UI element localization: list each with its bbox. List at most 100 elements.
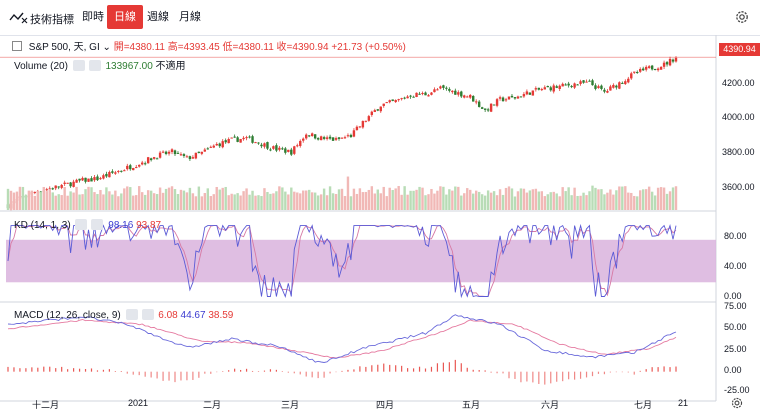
volume-bar [138,186,141,210]
volume-bar [534,188,538,210]
macd-histogram-bar [43,366,45,372]
macd-histogram-bar [144,371,146,377]
candle [203,149,207,152]
volume-bar [111,194,114,210]
volume-bar [522,188,526,210]
candle [158,152,162,158]
volume-bar [627,192,630,210]
volume-bar [164,188,168,210]
timeframe-weekly[interactable]: 週線 [147,11,169,23]
volume-bar [66,195,69,210]
candle [242,137,245,140]
volume-bar [81,194,84,210]
visibility-icon[interactable] [125,309,138,320]
candle [489,103,493,112]
volume-bar [272,193,275,210]
timeframe-realtime[interactable]: 即時 [82,11,104,23]
volume-bar [60,195,63,210]
volume-bar [427,194,430,210]
volume-bar [352,188,356,210]
candle [322,137,326,139]
macd-histogram-bar [651,367,653,372]
kd-d-value: 93.87 [136,220,162,232]
volume-bar [579,195,582,210]
candle [588,80,591,82]
candle [179,154,183,156]
candle [319,136,323,141]
timeframe-monthly[interactable]: 月線 [179,11,201,23]
visibility-icon[interactable] [75,219,88,230]
indicators-button[interactable]: 技術指標 [30,14,74,26]
candle [206,148,210,150]
candle [173,150,177,155]
candle [84,177,87,182]
volume-bar [340,188,344,210]
kd-band [6,239,716,283]
visibility-icon[interactable] [72,59,85,71]
candle [114,172,117,174]
volume-bar [624,186,627,210]
volume-bar [135,195,138,210]
candle [63,182,66,184]
macd-histogram-bar [168,371,170,381]
macd-histogram-bar [645,369,647,372]
volume-bar [400,194,403,210]
chart-area[interactable] [0,35,760,415]
remove-icon[interactable] [88,59,101,71]
symbol-label[interactable]: S&P 500, 天, GI [28,42,100,53]
volume-bar [609,189,612,210]
indicators-icon[interactable] [9,9,29,25]
candle [504,99,508,101]
volume-bar [179,189,183,210]
macd-histogram-bar [514,371,516,379]
collapse-icon[interactable] [12,41,22,51]
macd-histogram-bar [228,370,230,372]
macd-histogram-bar [401,365,403,372]
macd-panel [7,314,677,385]
candle [644,66,648,70]
volume-bar [665,193,669,210]
candle [331,137,335,141]
candle [200,151,204,154]
candle [48,188,51,190]
candle [66,182,69,184]
candle [182,154,186,156]
x-tick: 五月 [462,400,481,410]
volume-bar [597,189,600,210]
remove-icon[interactable] [141,309,154,320]
volume-bar [671,187,675,210]
volume-bar [15,191,19,210]
macd-histogram-bar [633,371,635,375]
macd-legend: MACD (12, 26, close, 9) 6.08 44.67 38.59 [14,309,233,321]
gear-icon[interactable] [730,396,744,410]
candle [624,81,627,85]
kd-legend: KD (14, 1, 3) 98.16 93.87 [14,219,162,232]
volume-bar [454,186,457,210]
volume-bar [433,193,436,210]
volume-bar [448,189,451,210]
macd-histogram-bar [275,369,277,372]
gear-icon[interactable] [734,9,750,25]
macd-histogram-bar [359,366,361,372]
volume-bar [621,186,624,210]
volume-bar [355,193,359,210]
volume-bar [636,196,639,210]
remove-icon[interactable] [91,219,104,230]
candle [218,143,221,147]
candle [245,137,248,139]
volume-bar [451,190,454,210]
timeframe-daily[interactable]: 日線 [107,5,143,29]
candle [531,90,535,96]
macd-histogram-bar [597,371,600,374]
price-tick: 4000.00 [722,112,755,122]
candle [391,99,394,101]
candle [358,126,362,128]
volume-bar [105,187,108,210]
volume-bar [394,188,397,210]
macd-histogram-bar [603,371,606,375]
symbol-chevron-icon[interactable]: ⌄ [102,42,111,53]
candle [90,178,93,182]
candle [152,157,156,159]
volume-bar [227,195,230,210]
volume-bar [102,194,105,210]
